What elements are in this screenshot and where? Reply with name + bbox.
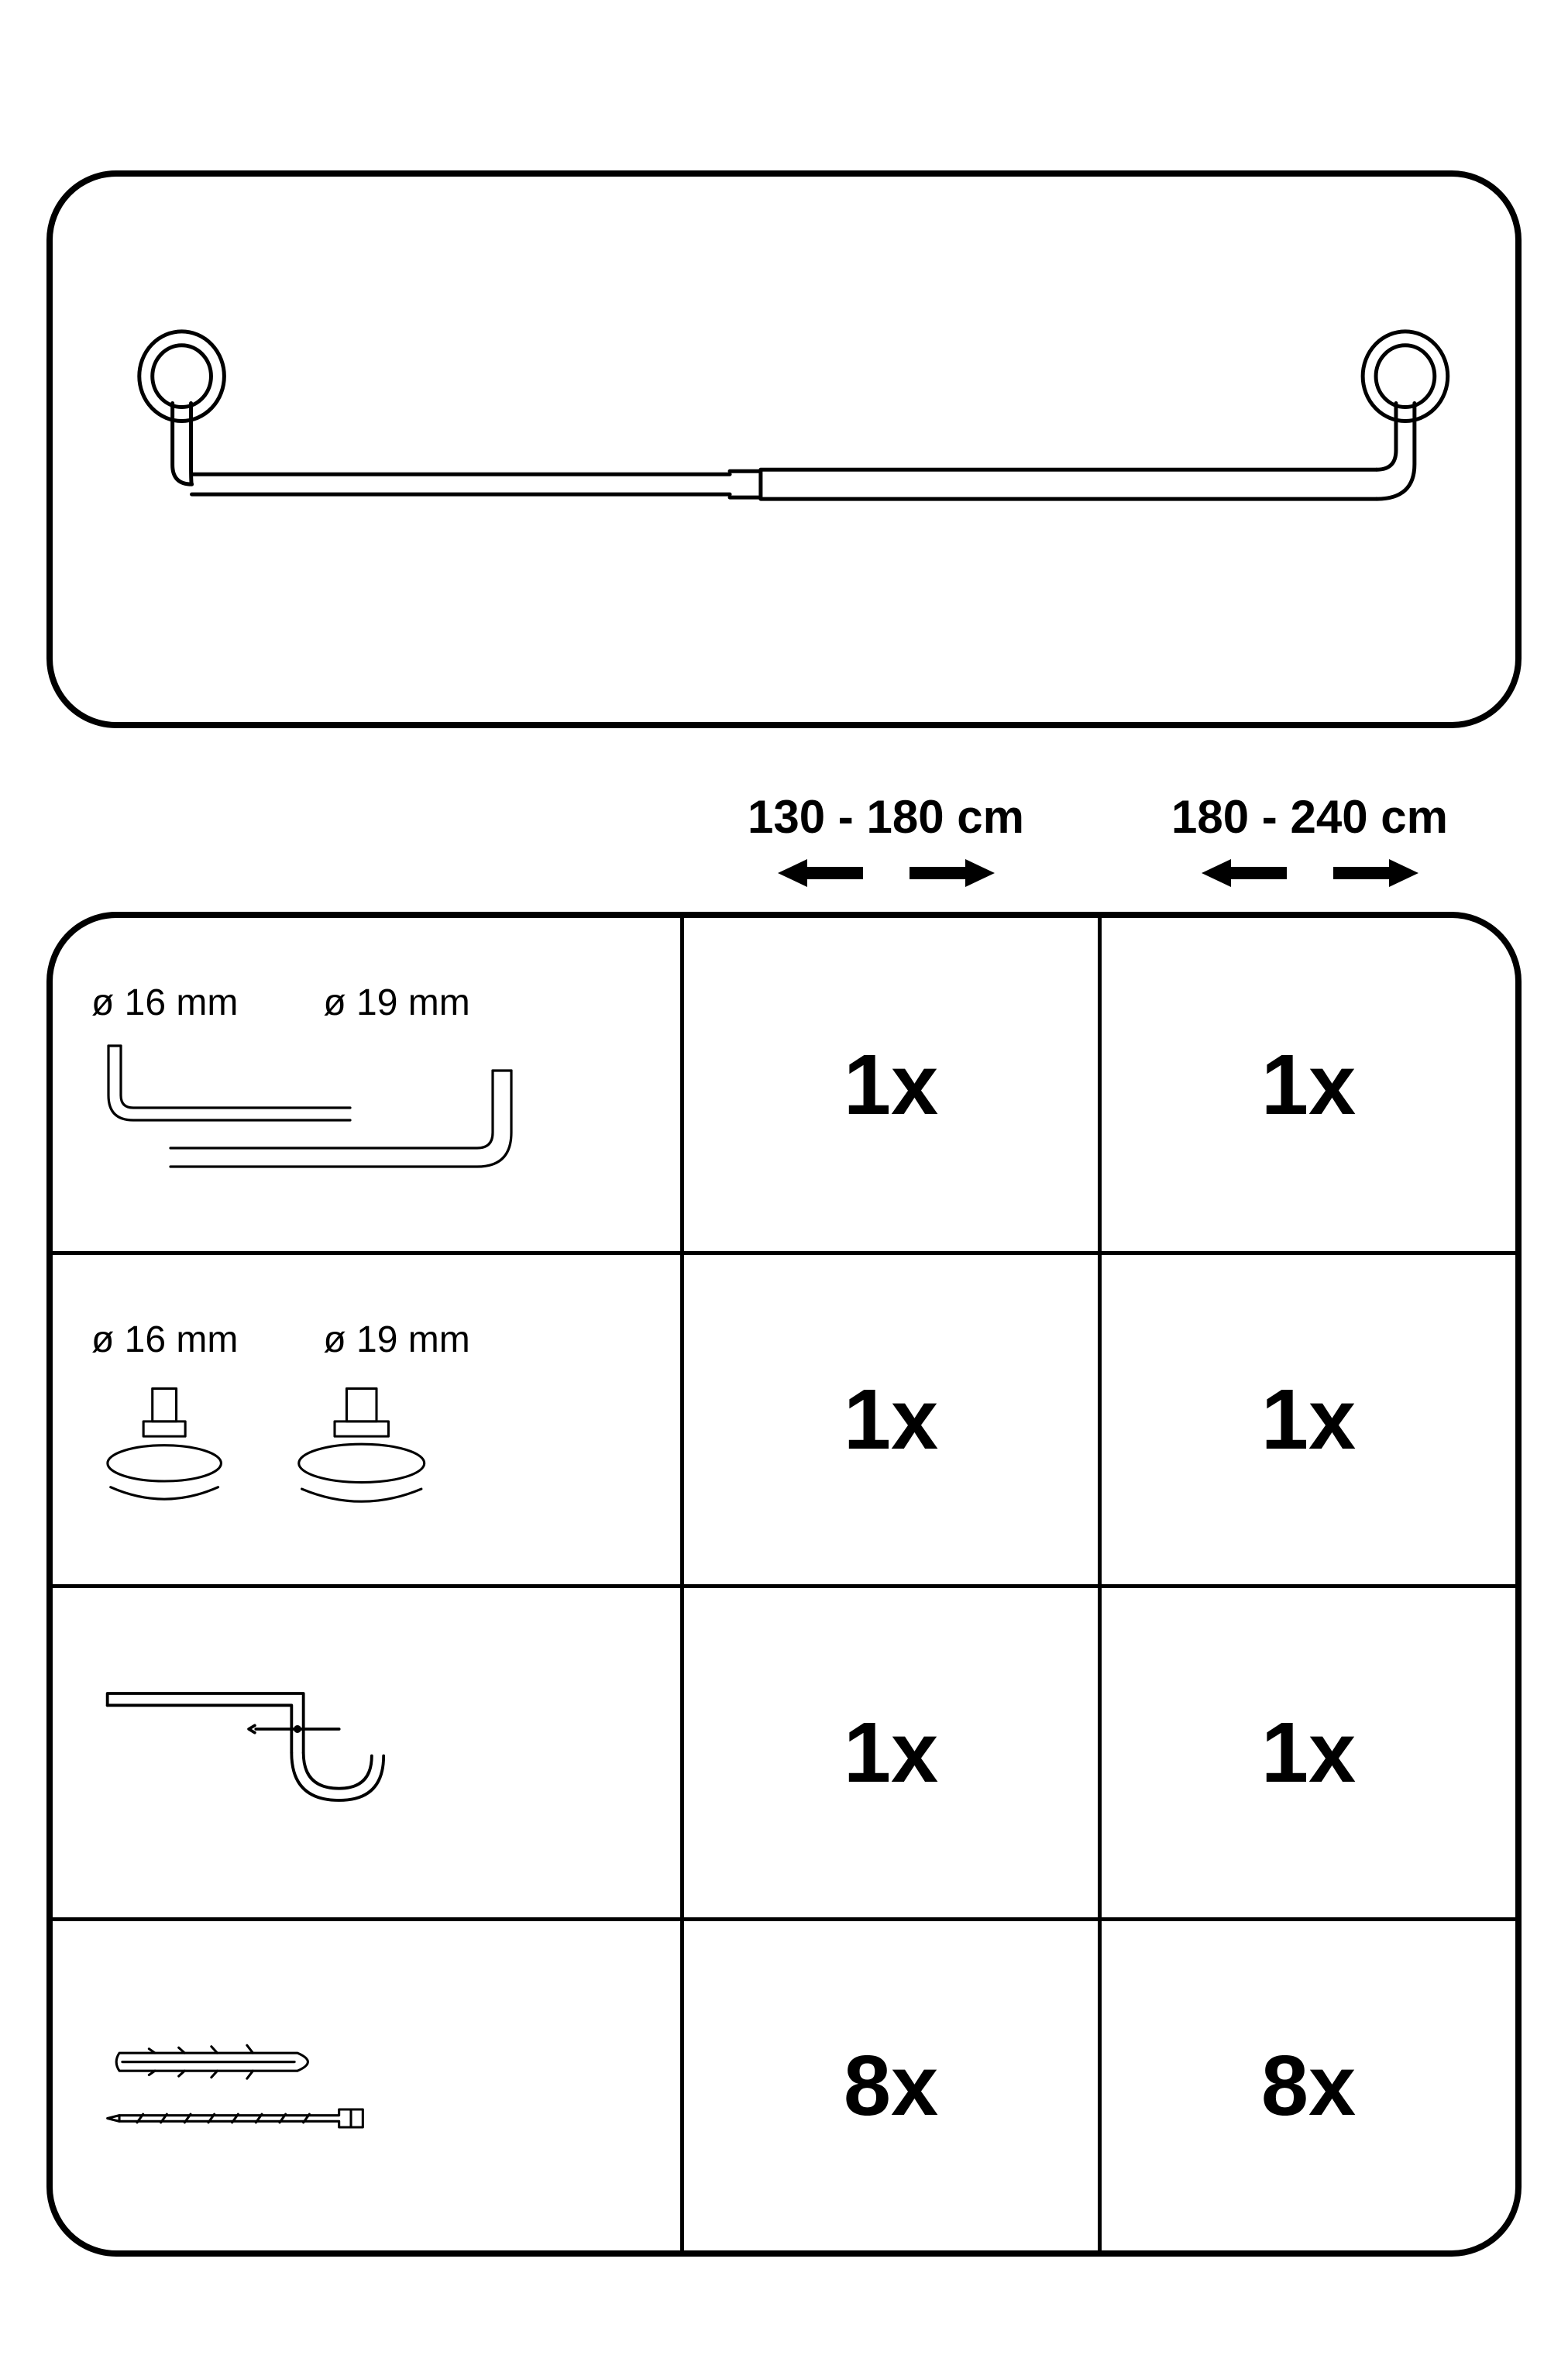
curtain-rod-illustration (89, 303, 1479, 596)
arrow-left-icon (778, 858, 863, 889)
qty-value: 8x (1261, 2037, 1356, 2135)
parts-row-support: 1x 1x (53, 1584, 1515, 1917)
arrow-right-icon (1333, 858, 1418, 889)
item-cell-support (53, 1588, 680, 1917)
size-range-2: 180 - 240 cm (1098, 790, 1522, 844)
item-cell-rods: ø 16 mm ø 19 mm (53, 918, 680, 1251)
dim-labels: ø 16 mm ø 19 mm (84, 982, 470, 1024)
dim-16: ø 16 mm (91, 982, 238, 1024)
qty-cell: 8x (1098, 1921, 1515, 2250)
qty-cell: 1x (1098, 1255, 1515, 1584)
qty-cell: 1x (1098, 1588, 1515, 1917)
size-range-1: 130 - 180 cm (674, 790, 1098, 844)
qty-value: 1x (844, 1704, 938, 1802)
arrows-1 (674, 858, 1098, 889)
item-cell-hardware (53, 1921, 680, 2250)
qty-value: 1x (1261, 1370, 1356, 1469)
parts-row-rods: ø 16 mm ø 19 mm (53, 918, 1515, 1251)
parts-row-brackets: ø 16 mm ø 19 mm (53, 1251, 1515, 1584)
qty-cell: 1x (680, 1255, 1098, 1584)
dim-19: ø 19 mm (323, 982, 469, 1024)
column-header-1: 130 - 180 cm (674, 790, 1098, 889)
dim-19: ø 19 mm (323, 1318, 469, 1361)
arrows-2 (1098, 858, 1522, 889)
qty-cell: 1x (680, 918, 1098, 1251)
column-header-2: 180 - 240 cm (1098, 790, 1522, 889)
brackets-drawing (84, 1377, 649, 1520)
rods-drawing (84, 1040, 649, 1188)
qty-value: 8x (844, 2037, 938, 2135)
column-headers: 130 - 180 cm 180 - 240 cm (46, 790, 1522, 889)
qty-value: 1x (844, 1370, 938, 1469)
arrow-left-icon (1202, 858, 1287, 889)
qty-cell: 1x (1098, 918, 1515, 1251)
qty-value: 1x (1261, 1036, 1356, 1134)
hardware-drawing (84, 2020, 649, 2151)
dim-16: ø 16 mm (91, 1318, 238, 1361)
item-cell-brackets: ø 16 mm ø 19 mm (53, 1255, 680, 1584)
support-drawing (84, 1676, 649, 1830)
qty-value: 1x (1261, 1704, 1356, 1802)
arrow-right-icon (910, 858, 995, 889)
parts-row-hardware: 8x 8x (53, 1917, 1515, 2250)
parts-table-panel: ø 16 mm ø 19 mm (46, 912, 1522, 2257)
product-illustration-panel (46, 170, 1522, 728)
qty-value: 1x (844, 1036, 938, 1134)
dim-labels: ø 16 mm ø 19 mm (84, 1318, 470, 1361)
qty-cell: 8x (680, 1921, 1098, 2250)
qty-cell: 1x (680, 1588, 1098, 1917)
